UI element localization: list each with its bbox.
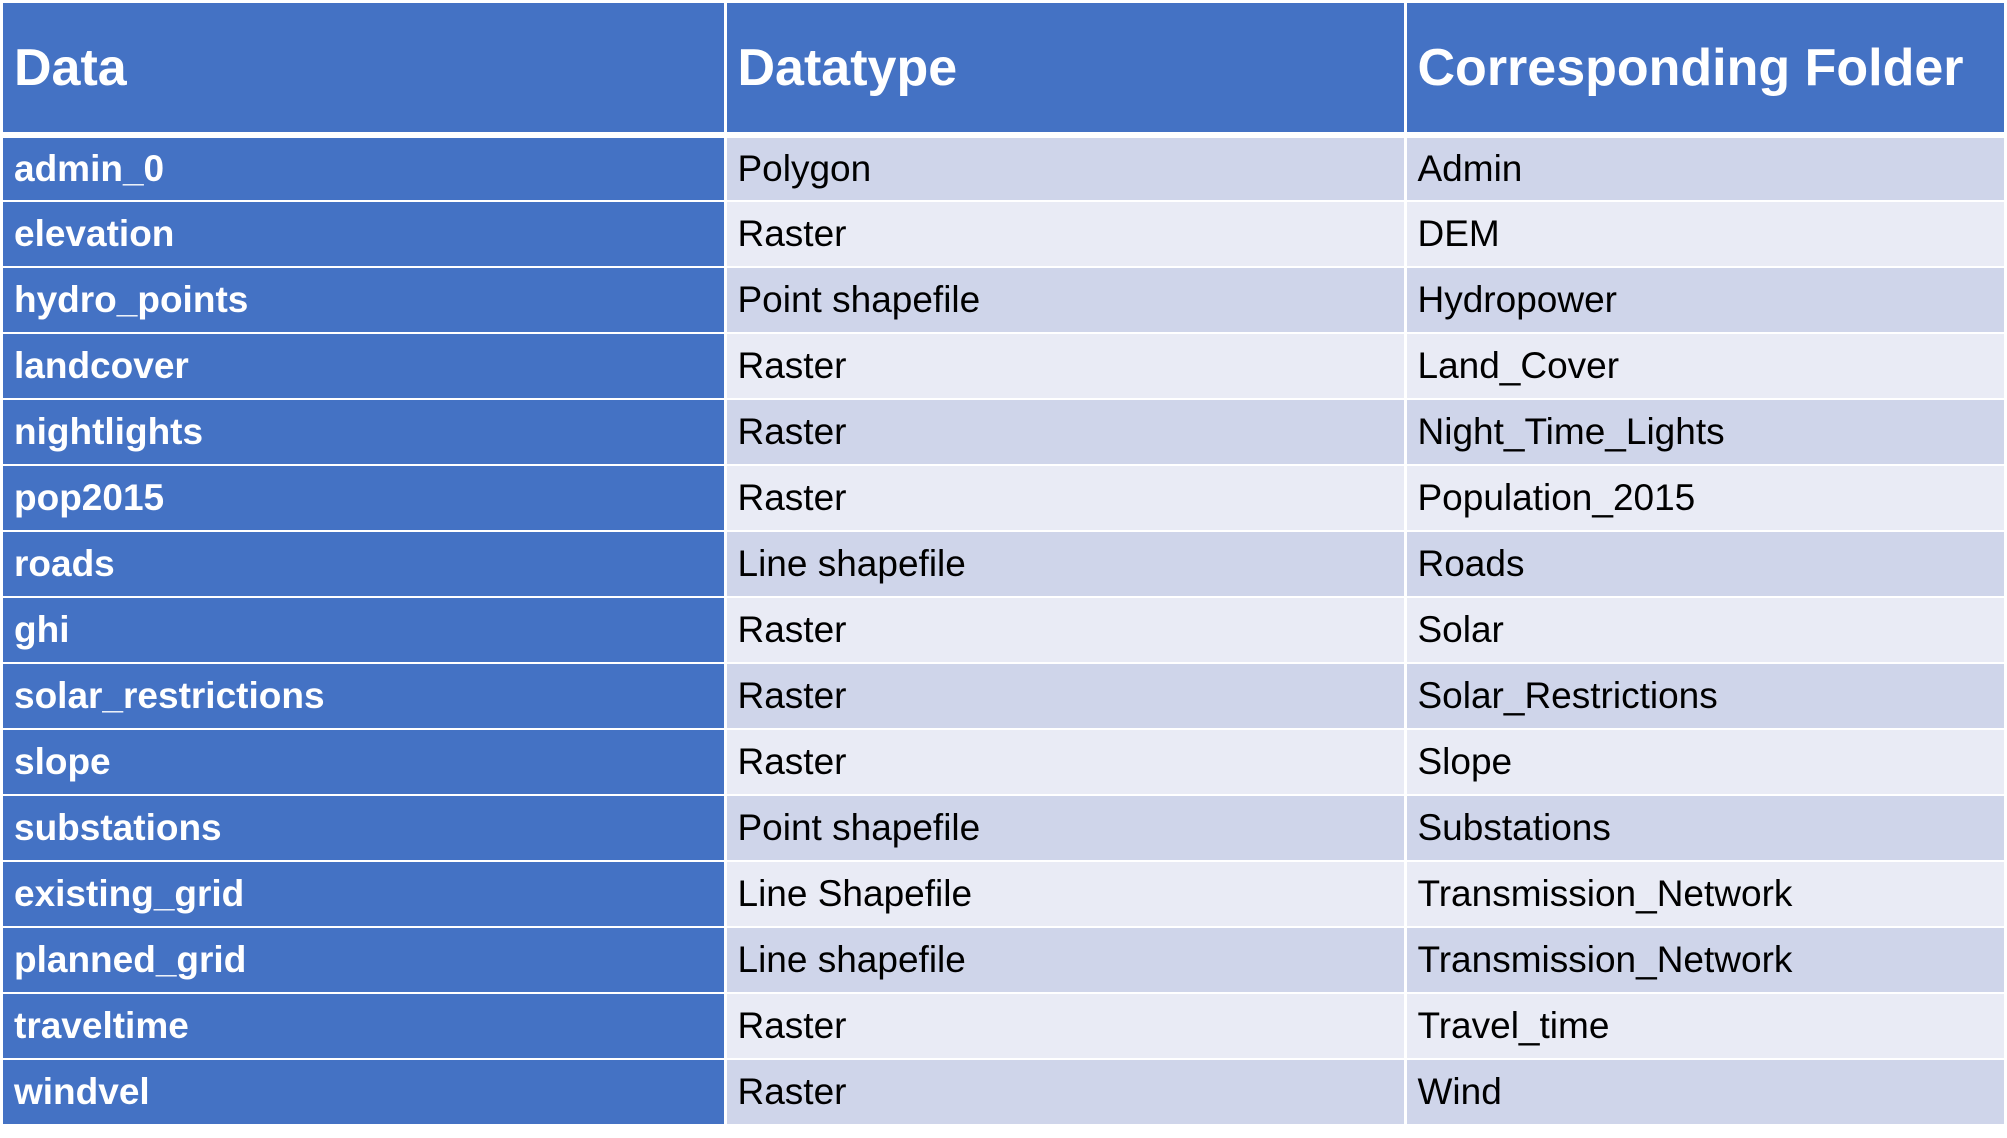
header-data: Data	[3, 3, 727, 138]
cell-folder: Transmission_Network	[1405, 861, 2004, 928]
cell-datatype: Raster	[725, 597, 1407, 664]
cell-folder: Wind	[1405, 1059, 2004, 1126]
cell-data: admin_0	[3, 135, 727, 202]
header-datatype: Datatype	[725, 3, 1407, 138]
table-row: roads Line shapefile Roads	[3, 531, 2004, 598]
cell-folder: Solar	[1405, 597, 2004, 664]
cell-data: roads	[3, 531, 727, 598]
table-body: admin_0 Polygon Admin elevation Raster DEM hyd…	[3, 135, 2004, 1126]
cell-folder: DEM	[1405, 201, 2004, 268]
cell-data: pop2015	[3, 465, 727, 532]
table-row: substations Point shapefile Substations	[3, 795, 2004, 862]
header-corresponding-folder: Corresponding Folder	[1405, 3, 2004, 138]
table-header: Data Datatype Corresponding Folder	[3, 3, 2004, 138]
cell-data: planned_grid	[3, 927, 727, 994]
cell-data: windvel	[3, 1059, 727, 1126]
cell-data: elevation	[3, 201, 727, 268]
cell-datatype: Line Shapefile	[725, 861, 1407, 928]
cell-folder: Hydropower	[1405, 267, 2004, 334]
table-row: landcover Raster Land_Cover	[3, 333, 2004, 400]
cell-folder: Admin	[1405, 135, 2004, 202]
table-row: solar_restrictions Raster Solar_Restrictio…	[3, 663, 2004, 730]
cell-folder: Night_Time_Lights	[1405, 399, 2004, 466]
cell-folder: Slope	[1405, 729, 2004, 796]
table-row: windvel Raster Wind	[3, 1059, 2004, 1126]
cell-datatype: Raster	[725, 333, 1407, 400]
cell-data: nightlights	[3, 399, 727, 466]
table-row: slope Raster Slope	[3, 729, 2004, 796]
table-row: planned_grid Line shapefile Transmission_N…	[3, 927, 2004, 994]
cell-data: hydro_points	[3, 267, 727, 334]
table-row: pop2015 Raster Population_2015	[3, 465, 2004, 532]
cell-data: solar_restrictions	[3, 663, 727, 730]
cell-datatype: Raster	[725, 663, 1407, 730]
cell-datatype: Raster	[725, 1059, 1407, 1126]
cell-datatype: Line shapefile	[725, 531, 1407, 598]
data-table: Data Datatype Corresponding Folder admin…	[3, 3, 2004, 1126]
cell-folder: Travel_time	[1405, 993, 2004, 1060]
table-row: elevation Raster DEM	[3, 201, 2004, 268]
table-row: nightlights Raster Night_Time_Lights	[3, 399, 2004, 466]
cell-folder: Solar_Restrictions	[1405, 663, 2004, 730]
cell-data: slope	[3, 729, 727, 796]
cell-folder: Population_2015	[1405, 465, 2004, 532]
cell-datatype: Raster	[725, 465, 1407, 532]
cell-datatype: Point shapefile	[725, 795, 1407, 862]
table-row: hydro_points Point shapefile Hydropower	[3, 267, 2004, 334]
cell-datatype: Polygon	[725, 135, 1407, 202]
table-row: traveltime Raster Travel_time	[3, 993, 2004, 1060]
cell-folder: Roads	[1405, 531, 2004, 598]
table-row: ghi Raster Solar	[3, 597, 2004, 664]
table-row: admin_0 Polygon Admin	[3, 135, 2004, 202]
cell-datatype: Raster	[725, 729, 1407, 796]
header-row: Data Datatype Corresponding Folder	[3, 3, 2004, 138]
cell-folder: Land_Cover	[1405, 333, 2004, 400]
cell-data: substations	[3, 795, 727, 862]
cell-datatype: Line shapefile	[725, 927, 1407, 994]
cell-datatype: Raster	[725, 201, 1407, 268]
cell-data: landcover	[3, 333, 727, 400]
cell-data: existing_grid	[3, 861, 727, 928]
cell-data: traveltime	[3, 993, 727, 1060]
table-row: existing_grid Line Shapefile Transmission_…	[3, 861, 2004, 928]
cell-folder: Substations	[1405, 795, 2004, 862]
cell-folder: Transmission_Network	[1405, 927, 2004, 994]
cell-data: ghi	[3, 597, 727, 664]
cell-datatype: Raster	[725, 399, 1407, 466]
cell-datatype: Point shapefile	[725, 267, 1407, 334]
cell-datatype: Raster	[725, 993, 1407, 1060]
